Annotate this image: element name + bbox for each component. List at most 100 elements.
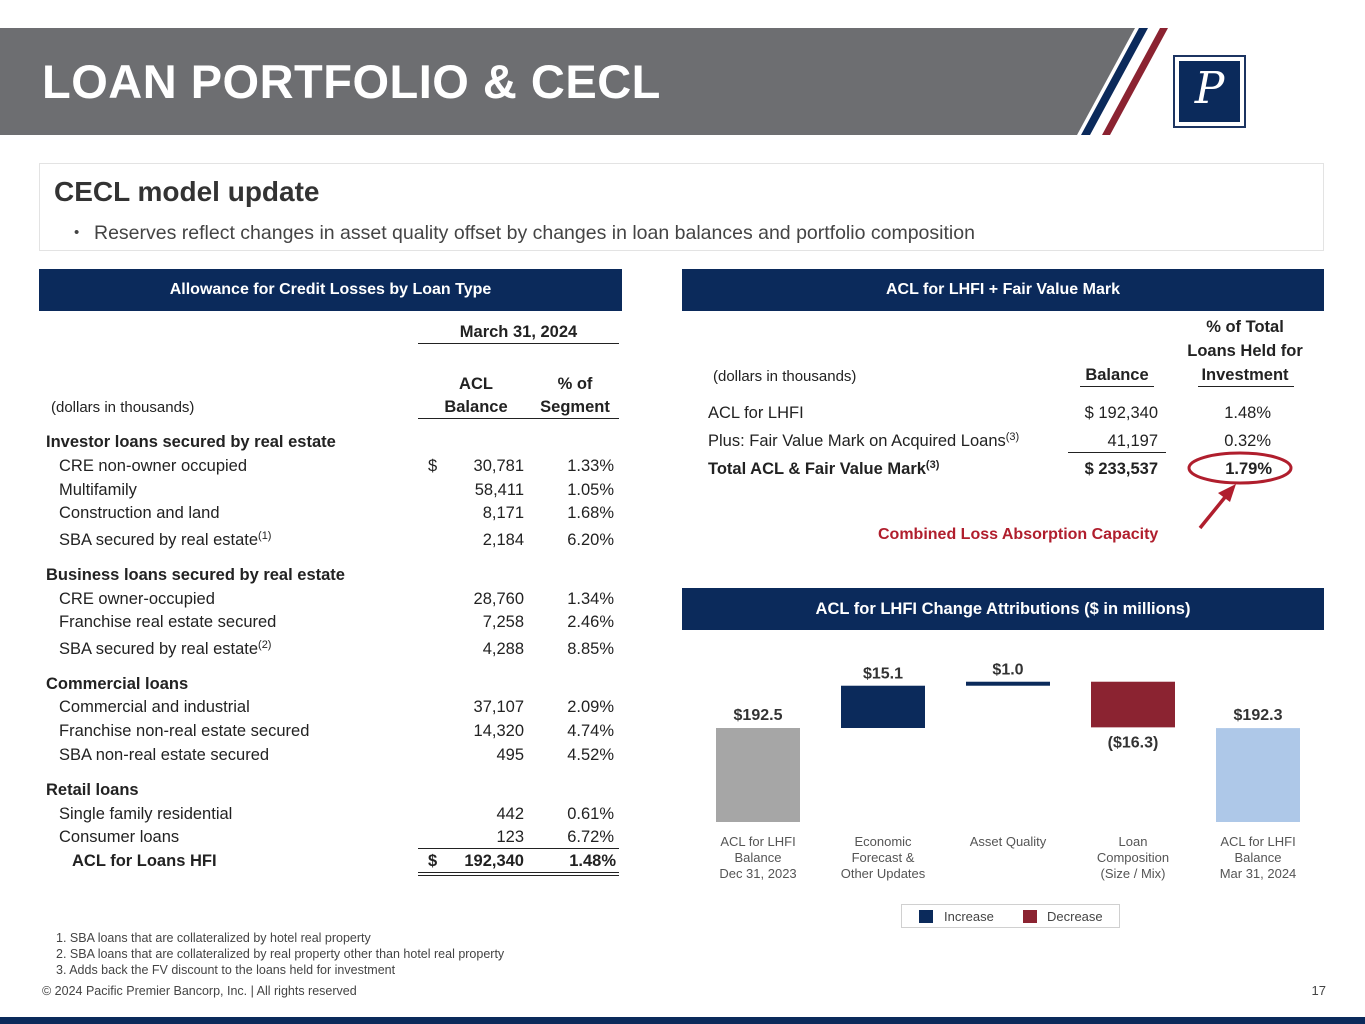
- pct-value: 6.20%: [567, 531, 614, 549]
- bar-3: [966, 681, 1050, 686]
- acl-value: 8,171: [482, 504, 524, 522]
- category-label-4: Composition: [1097, 850, 1169, 865]
- category-label-4: (Size / Mix): [1101, 866, 1166, 881]
- right-row-label: Plus: Fair Value Mark on Acquired Loans(…: [708, 431, 1019, 451]
- page-number: 17: [1311, 983, 1326, 998]
- company-logo: P: [1173, 55, 1246, 128]
- combined-capacity-label: Combined Loss Absorption Capacity: [878, 526, 1159, 543]
- total-double-rule-1: [418, 872, 619, 873]
- legend-swatch-increase: [919, 910, 933, 923]
- acl-value: 7,258: [482, 613, 524, 631]
- col-pct-total-2: Loans Held for: [1187, 342, 1303, 360]
- footnote-ref: (3): [925, 459, 940, 471]
- col-pct-1: % of: [557, 375, 593, 393]
- acl-value: 58,411: [474, 481, 524, 499]
- right-total-balance: $ 233,537: [1084, 460, 1158, 478]
- pct-value: 1.34%: [567, 590, 614, 608]
- col-acl-2: Balance: [444, 398, 508, 416]
- row-label-text: SBA secured by real estate: [59, 640, 259, 658]
- data-label-2: $15.1: [863, 666, 903, 683]
- footnote-ref: (2): [258, 639, 272, 651]
- logo-letter: P: [1194, 63, 1225, 114]
- right-total-label-text: Total ACL & Fair Value Mark: [708, 460, 926, 478]
- category-label-1: ACL for LHFI: [720, 834, 795, 849]
- cecl-bullet-text: Reserves reflect changes in asset qualit…: [94, 222, 975, 244]
- right-total-pct: 1.79%: [1225, 460, 1272, 478]
- right-sum-rule: [1068, 452, 1166, 453]
- category-label-1: Balance: [735, 850, 782, 865]
- row-label: SBA non-real estate secured: [59, 746, 270, 764]
- pct-value: 1.68%: [567, 504, 614, 522]
- row-label: Commercial and industrial: [59, 698, 250, 716]
- cecl-bullet: • Reserves reflect changes in asset quali…: [74, 222, 975, 244]
- category-label-4: Loan: [1119, 834, 1148, 849]
- col-balance-underline: [1080, 386, 1154, 387]
- acl-value: 123: [496, 828, 524, 846]
- acl-value: 2,184: [482, 531, 524, 549]
- legend-label-decrease: Decrease: [1047, 909, 1103, 924]
- category-label-2: Other Updates: [841, 866, 926, 881]
- page-title: LOAN PORTFOLIO & CECL: [42, 55, 661, 108]
- footnote-ref: (3): [1005, 431, 1020, 443]
- right-row-label: ACL for LHFI: [708, 404, 804, 422]
- row-label: Consumer loans: [59, 828, 180, 846]
- acl-value: 495: [496, 746, 524, 764]
- footnote-ref: (1): [258, 530, 272, 542]
- category-label-3: Asset Quality: [970, 834, 1047, 849]
- row-label: Multifamily: [59, 481, 137, 499]
- acl-value: 442: [496, 805, 524, 823]
- header-band: [0, 28, 1168, 135]
- units-label: (dollars in thousands): [51, 399, 195, 416]
- pct-value: 2.46%: [567, 613, 614, 631]
- bar-4: [1091, 681, 1175, 728]
- total-currency: $: [428, 852, 438, 870]
- data-label-4: ($16.3): [1108, 734, 1159, 751]
- left-panel-title: Allowance for Credit Losses by Loan Type: [39, 269, 622, 311]
- acl-value: 14,320: [473, 722, 524, 740]
- data-label-3: $1.0: [992, 662, 1023, 679]
- row-label: SBA secured by real estate(2): [59, 639, 271, 659]
- group-heading: Investor loans secured by real estate: [46, 433, 336, 451]
- bar-1: [716, 728, 800, 822]
- total-top-rule: [418, 848, 619, 849]
- right-row-label-text: Plus: Fair Value Mark on Acquired Loans: [708, 432, 1006, 450]
- right-pct-value: 0.32%: [1224, 432, 1271, 450]
- row-label: Franchise non-real estate secured: [59, 722, 310, 740]
- bar-2: [841, 685, 925, 728]
- callout-annotation: [1187, 451, 1293, 530]
- group-heading: Business loans secured by real estate: [46, 566, 345, 584]
- pct-value: 0.61%: [567, 805, 614, 823]
- category-label-2: Economic: [854, 834, 912, 849]
- footnote-2: 2. SBA loans that are collateralized by …: [56, 947, 505, 961]
- acl-value: 28,760: [473, 590, 524, 608]
- chart-legend: Increase Decrease: [901, 904, 1120, 928]
- pct-value: 1.33%: [567, 457, 614, 475]
- category-label-5: Balance: [1235, 850, 1282, 865]
- pct-value: 4.74%: [567, 722, 614, 740]
- category-label-5: Mar 31, 2024: [1220, 866, 1297, 881]
- right-panel-title: ACL for LHFI + Fair Value Mark: [682, 269, 1324, 311]
- row-label: Franchise real estate secured: [59, 613, 277, 631]
- right-units-label: (dollars in thousands): [713, 368, 857, 385]
- pct-value: 4.52%: [567, 746, 614, 764]
- period-underline: [418, 343, 619, 344]
- callout-arrow-line: [1198, 494, 1228, 530]
- pct-value: 8.85%: [567, 640, 614, 658]
- group-heading: Retail loans: [46, 781, 139, 799]
- legend-swatch-decrease: [1023, 910, 1037, 923]
- pct-value: 2.09%: [567, 698, 614, 716]
- category-label-2: Forecast &: [852, 850, 915, 865]
- total-acl-value: 192,340: [464, 852, 524, 870]
- legend-label-increase: Increase: [944, 909, 994, 924]
- category-label-5: ACL for LHFI: [1220, 834, 1295, 849]
- data-label-1: $192.5: [734, 707, 783, 724]
- right-balance-value: 41,197: [1107, 432, 1158, 450]
- row-label: CRE non-owner occupied: [59, 457, 248, 475]
- right-total-label: Total ACL & Fair Value Mark(3): [708, 459, 939, 479]
- group-heading: Commercial loans: [46, 675, 189, 693]
- col-pct-underline: [1198, 386, 1294, 387]
- cecl-update-box: CECL model update • Reserves reflect chan…: [39, 163, 1324, 251]
- column-header-underline: [418, 418, 619, 419]
- highlight-ellipse: [1187, 451, 1293, 485]
